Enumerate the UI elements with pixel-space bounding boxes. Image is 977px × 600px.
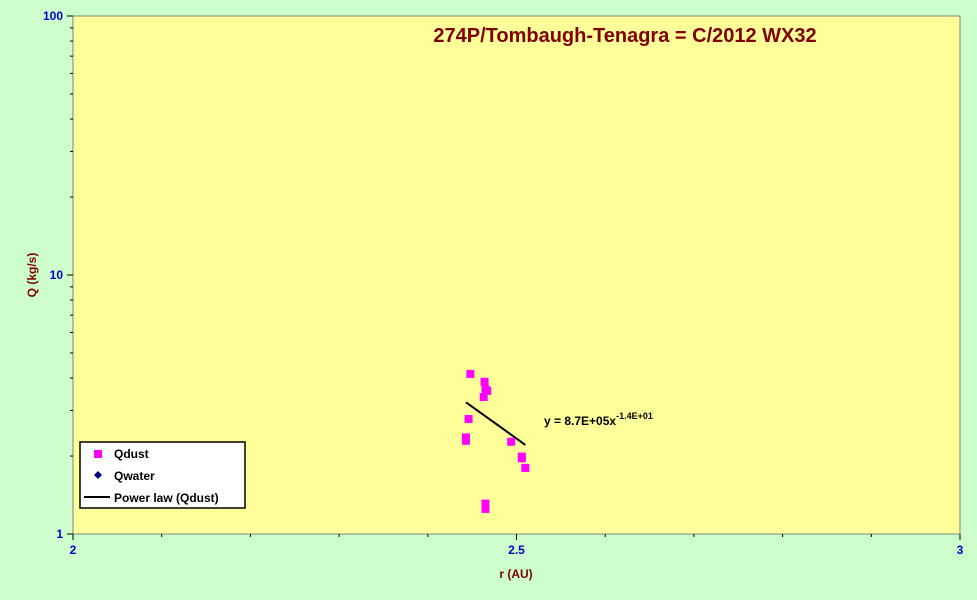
y-axis-label: Q (kg/s)	[25, 253, 39, 298]
legend: Qdust Qwater Power law (Qdust)	[79, 441, 246, 509]
qdust-point	[480, 377, 489, 386]
legend-qdust-marker	[94, 450, 102, 458]
qdust-point	[481, 499, 490, 508]
qdust-point	[466, 369, 475, 378]
qdust-point	[483, 386, 492, 395]
chart-title: 274P/Tombaugh-Tenagra = C/2012 WX32	[433, 25, 816, 47]
qdust-point	[479, 393, 488, 402]
x-axis-label: r (AU)	[499, 567, 532, 581]
axis-tick-labels: 2 2.5 3 1 10 100	[43, 9, 964, 557]
axis-ticks	[67, 15, 961, 540]
power-law-trendline	[465, 401, 526, 446]
legend-powerlaw-label: Power law (Qdust)	[114, 491, 219, 505]
qdust-point	[464, 414, 473, 423]
y-tick-label: 1	[56, 527, 63, 541]
data-points	[461, 369, 530, 513]
x-tick-label: 2.5	[508, 543, 525, 557]
y-tick-label: 100	[43, 9, 63, 23]
x-tick-label: 3	[957, 543, 964, 557]
legend-qwater-label: Qwater	[114, 469, 155, 483]
legend-qwater-marker	[94, 471, 102, 479]
qdust-point	[507, 437, 516, 446]
trendline-equation-exponent: -1.4E+01	[616, 411, 653, 421]
x-tick-label: 2	[70, 543, 77, 557]
trendline-equation-prefix: y = 8.7E+05x	[544, 414, 616, 428]
qdust-point	[521, 463, 530, 472]
y-tick-label: 10	[50, 268, 64, 282]
qdust-point	[481, 504, 490, 513]
legend-qdust-label: Qdust	[114, 447, 149, 461]
qdust-point	[517, 454, 526, 463]
qdust-point	[461, 436, 470, 445]
trendline-equation: y = 8.7E+05x-1.4E+01	[544, 411, 653, 428]
